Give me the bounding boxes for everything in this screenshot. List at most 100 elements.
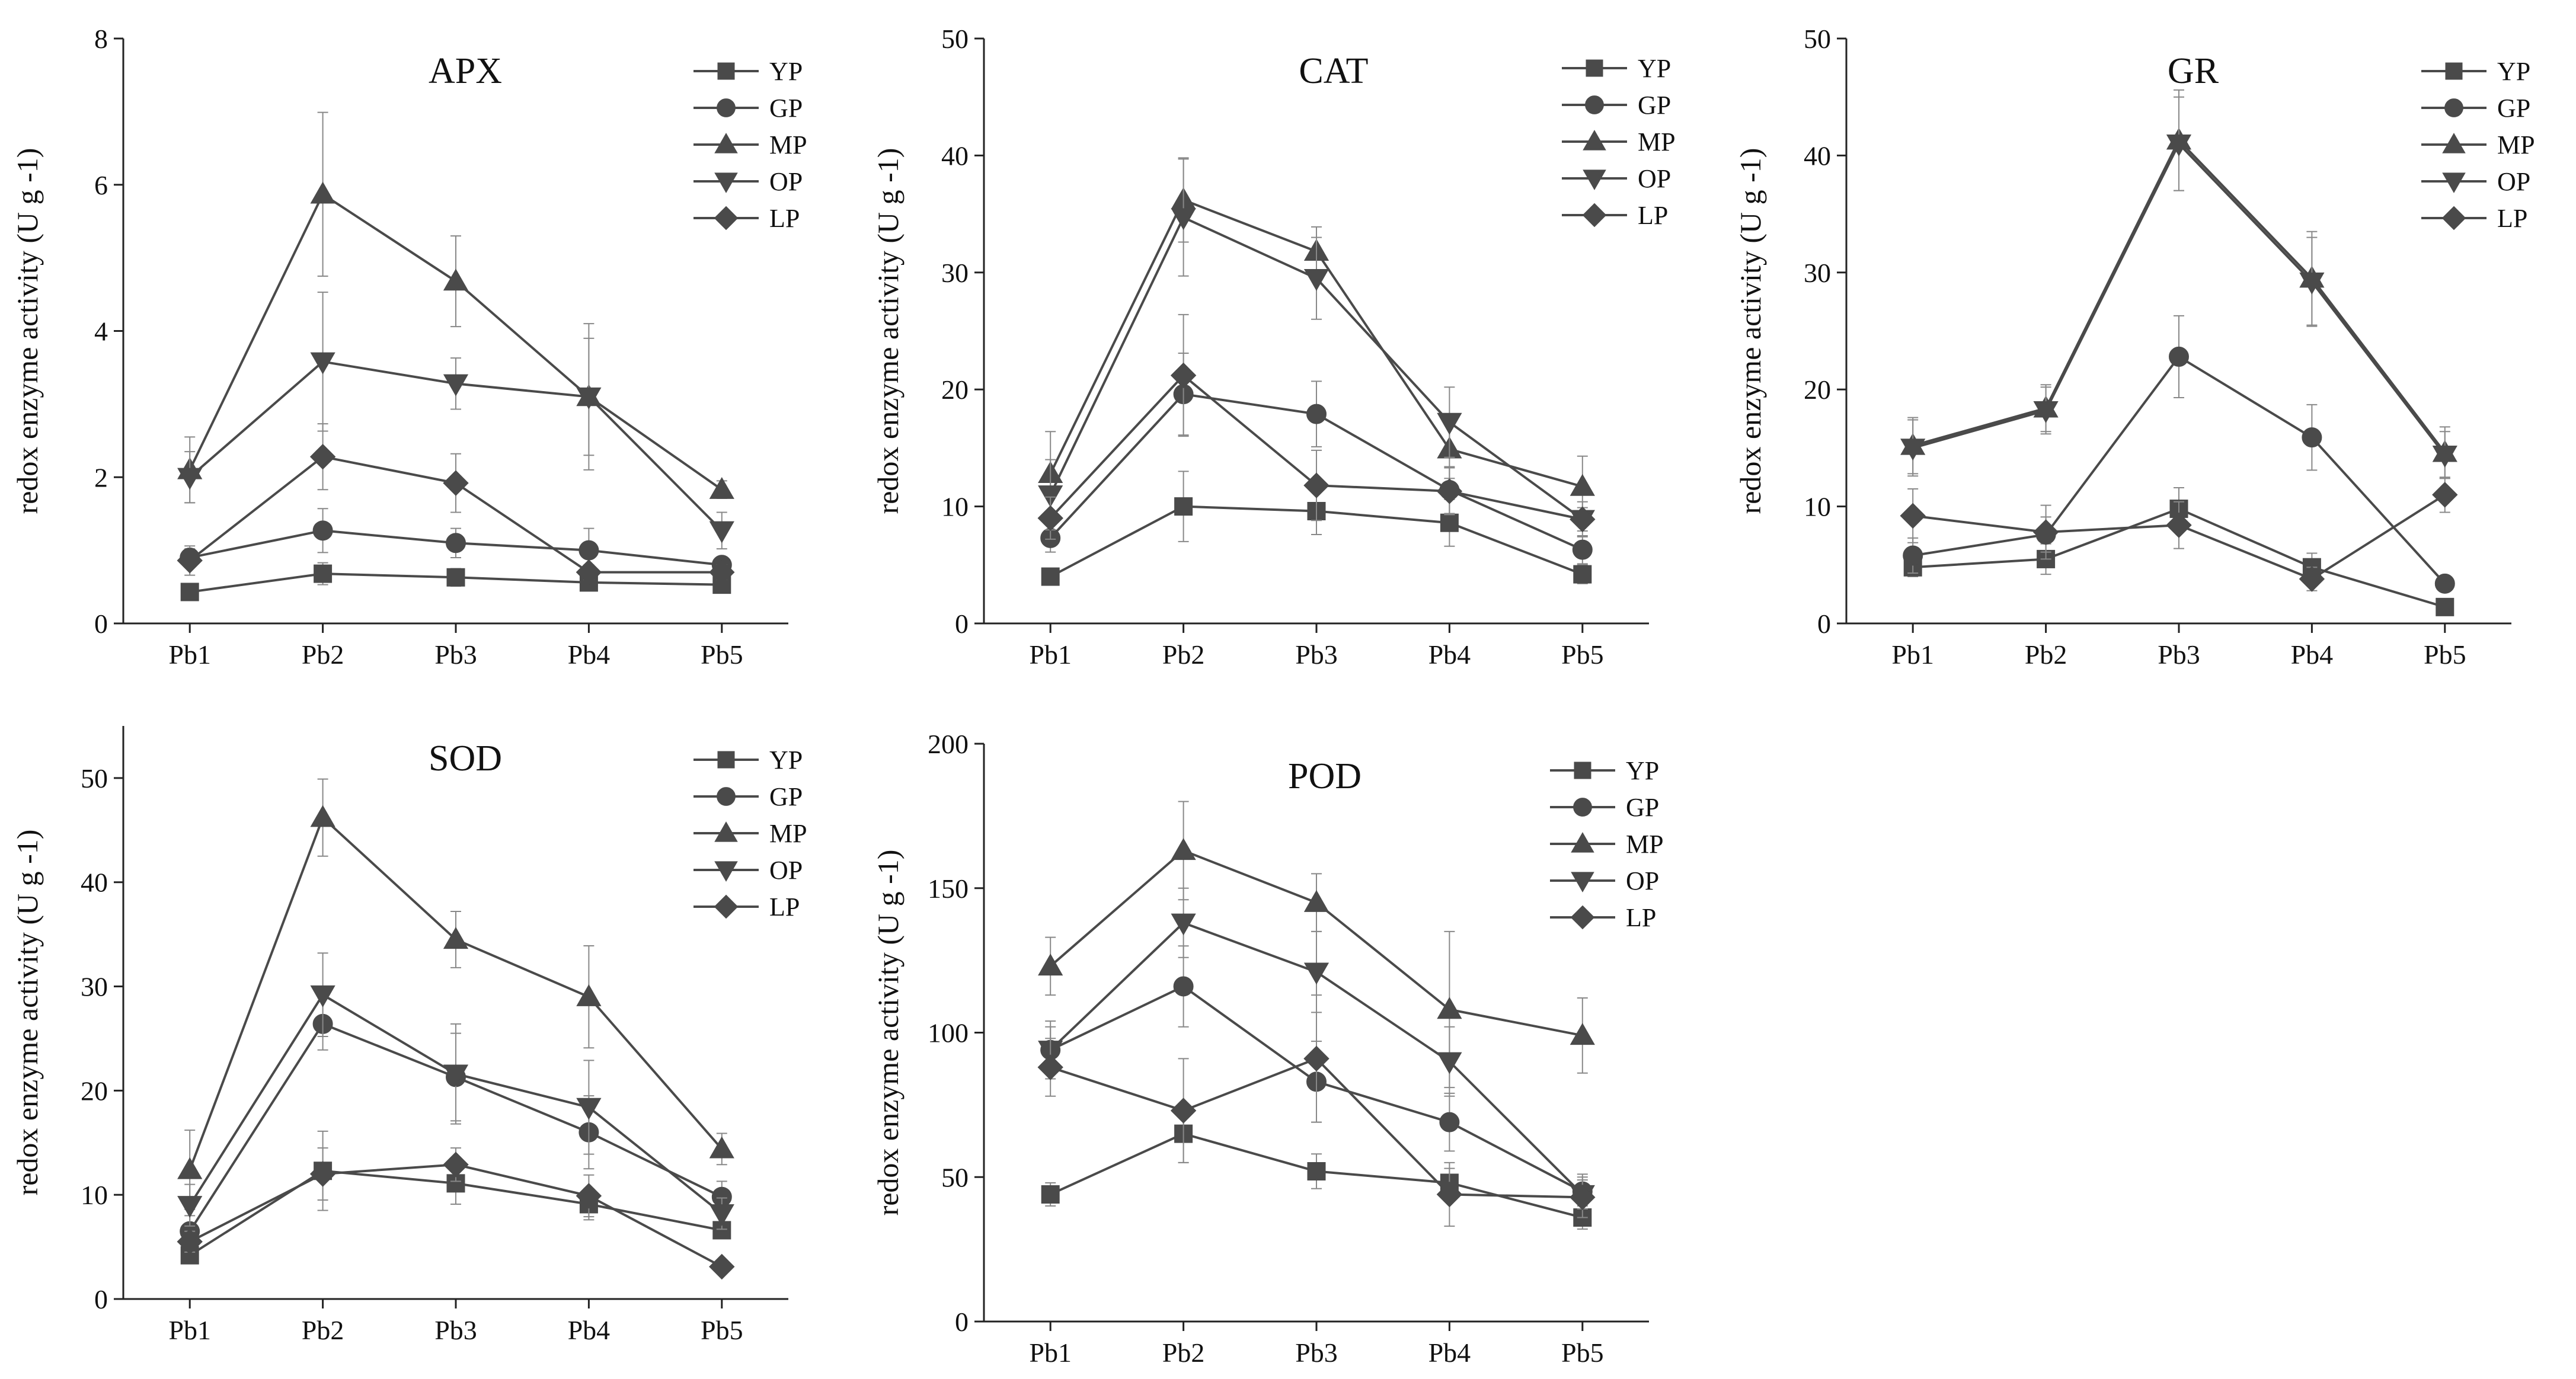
legend-marker-gp bbox=[717, 787, 736, 806]
data-point-op bbox=[576, 1098, 602, 1120]
legend-item-gp: GP bbox=[1550, 793, 1659, 822]
data-point-mp bbox=[443, 927, 469, 949]
data-point-lp bbox=[1436, 478, 1463, 504]
data-point-gp bbox=[1572, 539, 1593, 560]
legend-marker-lp bbox=[1582, 203, 1607, 228]
data-point-op bbox=[1171, 208, 1196, 231]
series-yp bbox=[180, 1130, 731, 1265]
data-point-yp bbox=[1440, 513, 1459, 532]
y-tick-label: 10 bbox=[941, 492, 969, 522]
x-tick-label: Pb2 bbox=[302, 1315, 344, 1345]
series-mp bbox=[177, 111, 734, 504]
series-op bbox=[177, 292, 734, 550]
data-point-gp bbox=[446, 533, 466, 553]
legend-item-mp: MP bbox=[1550, 830, 1664, 859]
legend-marker-yp bbox=[717, 62, 735, 80]
series-op bbox=[1900, 96, 2457, 479]
legend-label: MP bbox=[2497, 130, 2535, 159]
series-op bbox=[177, 952, 734, 1230]
legend-item-yp: YP bbox=[2421, 57, 2530, 86]
x-tick-label: Pb3 bbox=[1295, 639, 1338, 670]
legend-label: LP bbox=[1638, 201, 1668, 230]
x-tick-label: Pb4 bbox=[1428, 639, 1471, 670]
data-point-mp bbox=[709, 1136, 734, 1159]
data-point-lp bbox=[1170, 1098, 1197, 1124]
data-point-mp bbox=[576, 984, 602, 1006]
legend-item-lp: LP bbox=[1562, 201, 1668, 230]
x-tick-label: Pb2 bbox=[1162, 1338, 1205, 1368]
series-yp bbox=[1041, 1104, 1592, 1230]
y-tick-label: 10 bbox=[1804, 492, 1831, 522]
data-point-mp bbox=[310, 805, 335, 827]
legend-marker-op bbox=[1583, 169, 1606, 190]
data-point-yp bbox=[1041, 567, 1060, 586]
data-point-op bbox=[709, 521, 734, 543]
data-point-mp bbox=[310, 181, 335, 204]
x-tick-label: Pb4 bbox=[568, 1315, 611, 1345]
y-axis-title: redox enzyme activity (U g -1) bbox=[871, 148, 905, 514]
data-point-lp bbox=[1436, 1181, 1463, 1208]
legend-item-gp: GP bbox=[1562, 91, 1671, 120]
data-point-lp bbox=[1303, 1045, 1329, 1072]
legend-label: OP bbox=[2497, 167, 2530, 196]
data-point-lp bbox=[443, 470, 469, 496]
data-point-op bbox=[310, 352, 335, 375]
legend-item-op: OP bbox=[2421, 167, 2530, 196]
legend-marker-mp bbox=[1583, 130, 1606, 151]
legend-label: LP bbox=[769, 204, 800, 233]
panel-title: APX bbox=[429, 51, 502, 91]
y-tick-label: 0 bbox=[1817, 609, 1831, 639]
panel-title: SOD bbox=[429, 738, 502, 779]
legend-marker-gp bbox=[1585, 95, 1604, 114]
data-point-yp bbox=[2436, 597, 2454, 616]
data-point-gp bbox=[579, 540, 599, 561]
series-op bbox=[1038, 158, 1595, 537]
data-point-mp bbox=[443, 268, 469, 291]
y-tick-label: 20 bbox=[81, 1076, 108, 1106]
data-point-op bbox=[1038, 485, 1063, 508]
data-point-op bbox=[443, 374, 469, 396]
legend-item-mp: MP bbox=[1562, 127, 1676, 156]
data-point-lp bbox=[1570, 1184, 1596, 1211]
data-point-op bbox=[709, 1204, 734, 1227]
data-point-lp bbox=[709, 1253, 735, 1280]
y-tick-label: 50 bbox=[941, 1162, 969, 1192]
data-point-op bbox=[177, 1196, 203, 1218]
y-tick-label: 20 bbox=[1804, 375, 1831, 405]
series-lp bbox=[177, 423, 735, 585]
x-tick-label: Pb1 bbox=[1891, 639, 1934, 670]
panel-title: CAT bbox=[1299, 51, 1368, 91]
x-tick-label: Pb3 bbox=[434, 639, 477, 670]
data-point-lp bbox=[2299, 566, 2325, 592]
data-point-gp bbox=[1439, 1112, 1460, 1132]
y-axis-title: redox enzyme activity (U g -1) bbox=[1734, 148, 1767, 514]
x-tick-label: Pb1 bbox=[1029, 1338, 1072, 1368]
chart-panel-cat: 0 10 20 30 40 50 Pb1 Pb2 Pb3 Pb4 Pb5 redox enzyme a… bbox=[871, 24, 1676, 670]
x-tick-label: Pb1 bbox=[1029, 639, 1072, 670]
x-tick-label: Pb2 bbox=[1162, 639, 1205, 670]
data-point-op bbox=[2166, 134, 2192, 156]
data-point-lp bbox=[2166, 512, 2192, 538]
legend-item-lp: LP bbox=[1550, 903, 1656, 932]
data-point-yp bbox=[1307, 1162, 1326, 1180]
series-lp bbox=[1037, 313, 1596, 540]
legend-marker-mp bbox=[2442, 133, 2466, 153]
data-point-lp bbox=[576, 559, 602, 585]
data-point-yp bbox=[446, 568, 465, 587]
x-tick-label: Pb4 bbox=[1428, 1338, 1471, 1368]
data-point-op bbox=[443, 1064, 469, 1087]
chart-panel-pod: 0 50 100 150 200 Pb1 Pb2 Pb3 Pb4 Pb5 redox enzyme … bbox=[871, 729, 1664, 1368]
data-point-lp bbox=[576, 1183, 602, 1209]
data-point-mp bbox=[177, 1157, 203, 1179]
data-point-gp bbox=[1173, 976, 1194, 997]
legend-label: MP bbox=[1626, 830, 1664, 859]
legend-marker-gp bbox=[1573, 798, 1592, 817]
x-tick-label: Pb3 bbox=[2158, 639, 2200, 670]
legend-marker-op bbox=[714, 172, 738, 193]
data-point-mp bbox=[1038, 954, 1063, 976]
y-tick-label: 30 bbox=[81, 972, 108, 1002]
data-point-op bbox=[2299, 272, 2325, 295]
legend-item-op: OP bbox=[693, 167, 803, 196]
x-tick-label: Pb1 bbox=[168, 1315, 211, 1345]
